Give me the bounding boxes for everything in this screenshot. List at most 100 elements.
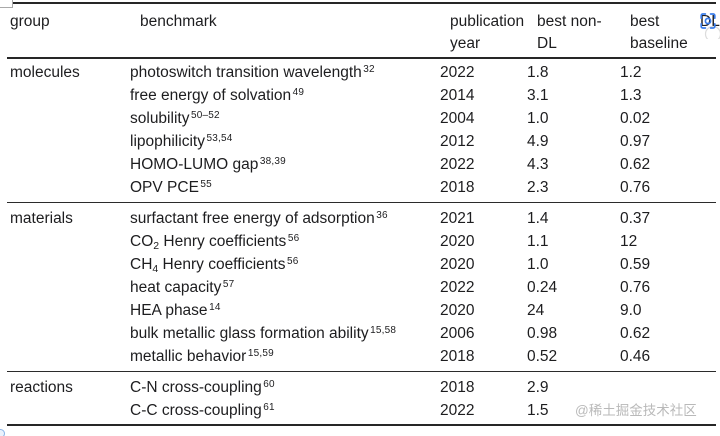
benchmark-name: photoswitch transition wavelength 32 <box>130 61 440 84</box>
benchmark-name: solubility 50–52 <box>130 107 440 130</box>
group-separator-rule <box>7 202 716 204</box>
benchmark-name: metallic behavior 15,59 <box>130 345 440 368</box>
table-row: CO2 Henry coefficients 56 2020 1.1 12 <box>0 230 720 253</box>
benchmark-text: Henry coefficients <box>159 232 287 250</box>
benchmark-text: HEA phase <box>130 301 208 319</box>
citation-refs: 57 <box>222 278 235 290</box>
group-label <box>0 345 130 368</box>
publication-year-value: 2018 <box>440 179 475 196</box>
benchmark-text: OPV PCE <box>130 179 199 196</box>
citation-refs: 38,39 <box>259 156 286 167</box>
ocr-text-scan-icon[interactable] <box>700 13 720 39</box>
benchmark-name: C-C cross-coupling 61 <box>130 399 440 422</box>
best-non-dl-value: 2.3 <box>527 179 549 196</box>
publication-year-value: 2006 <box>440 324 475 342</box>
benchmark-text: lipophilicity <box>130 133 205 150</box>
group-label <box>0 299 130 322</box>
table-row: materials surfactant free energy of adsor… <box>0 207 720 230</box>
best-baseline-value: 0.76 <box>620 278 651 296</box>
benchmark-text: C-N cross-coupling <box>130 378 262 396</box>
benchmark-name: OPV PCE 55 <box>130 176 440 199</box>
best-baseline-value: 12 <box>620 232 638 250</box>
benchmark-name: free energy of solvation 49 <box>130 84 440 107</box>
table-row: heat capacity 57 2022 0.24 0.76 <box>0 276 720 299</box>
group-label <box>0 230 130 253</box>
best-baseline-value: 0.46 <box>620 347 651 365</box>
publication-year-value: 2022 <box>440 278 475 296</box>
citation-refs: 55 <box>200 179 212 190</box>
benchmark-name: surfactant free energy of adsorption 36 <box>130 207 440 230</box>
group-reactions: reactions C-N cross-coupling 60 2018 2.9 C-C … <box>0 376 720 422</box>
publication-year-value: 2014 <box>440 87 475 104</box>
citation-refs: 56 <box>286 255 299 267</box>
publication-year-value: 2022 <box>440 156 475 173</box>
subscript: 4 <box>152 263 159 276</box>
publication-year-value: 2022 <box>440 64 475 81</box>
benchmark-text: bulk metallic glass formation ability <box>130 324 369 342</box>
best-non-dl-value: 4.3 <box>527 156 549 173</box>
best-baseline-value <box>620 376 720 399</box>
best-non-dl-value: 3.1 <box>527 87 549 104</box>
table-row: HOMO-LUMO gap 38,39 2022 4.3 0.62 <box>0 153 720 176</box>
publication-year-value: 2022 <box>440 401 475 419</box>
table-body: molecules photoswitch transition waveleng… <box>0 61 720 422</box>
group-label: molecules <box>10 64 80 81</box>
publication-year-value: 2020 <box>440 232 475 250</box>
group-materials: materials surfactant free energy of adsor… <box>0 207 720 368</box>
benchmark-name: CH4 Henry coefficients 56 <box>130 253 440 276</box>
table-row: reactions C-N cross-coupling 60 2018 2.9 <box>0 376 720 399</box>
benchmark-text: C-C cross-coupling <box>130 401 262 419</box>
column-header-benchmark: benchmark <box>140 13 217 30</box>
selection-handle-icon[interactable] <box>0 429 5 436</box>
subscript: 2 <box>153 240 160 253</box>
benchmark-text: Henry coefficients <box>158 255 286 273</box>
citation-refs: 56 <box>287 232 300 244</box>
benchmark-text: heat capacity <box>130 278 222 296</box>
benchmark-text: CH <box>130 255 153 273</box>
citation-refs: 60 <box>263 378 275 390</box>
group-label <box>0 153 130 176</box>
benchmark-text: free energy of solvation <box>130 87 292 104</box>
citation-refs: 53,54 <box>206 133 233 144</box>
table-row: free energy of solvation 49 2014 3.1 1.3 <box>0 84 720 107</box>
citation-refs: 61 <box>263 401 275 413</box>
table-row: solubility 50–52 2004 1.0 0.02 <box>0 107 720 130</box>
column-header-group: group <box>10 13 50 30</box>
publication-year-value: 2020 <box>440 255 475 273</box>
best-non-dl-value: 1.0 <box>527 110 549 127</box>
best-baseline-value: 1.3 <box>620 87 642 104</box>
group-label <box>0 399 130 422</box>
column-header-best-baseline: best baseline <box>630 13 688 52</box>
citation-refs: 36 <box>376 209 388 221</box>
table-bottom-rule <box>7 424 716 427</box>
group-label <box>0 130 130 153</box>
group-label <box>0 176 130 199</box>
table-row: molecules photoswitch transition waveleng… <box>0 61 720 84</box>
table-row: metallic behavior 15,59 2018 0.52 0.46 <box>0 345 720 368</box>
benchmark-name: CO2 Henry coefficients 56 <box>130 230 440 253</box>
benchmark-name: C-N cross-coupling 60 <box>130 376 440 399</box>
best-non-dl-value: 0.52 <box>527 347 558 365</box>
publication-year-value: 2018 <box>440 347 475 365</box>
citation-refs: 15,59 <box>247 347 274 359</box>
publication-year-value: 2018 <box>440 378 475 396</box>
benchmark-text: photoswitch transition wavelength <box>130 64 362 81</box>
best-non-dl-value: 4.9 <box>527 133 549 150</box>
group-label <box>0 84 130 107</box>
best-non-dl-value: 2.9 <box>527 378 549 396</box>
benchmark-text: surfactant free energy of adsorption <box>130 209 375 227</box>
table-row: CH4 Henry coefficients 56 2020 1.0 0.59 <box>0 253 720 276</box>
column-header-publication-year: publication year <box>450 13 525 52</box>
table-top-rule <box>7 2 716 5</box>
citation-refs: 32 <box>363 64 375 75</box>
benchmark-name: HEA phase 14 <box>130 299 440 322</box>
watermark: @稀土掘金技术社区 <box>575 403 697 418</box>
best-baseline-value: 1.2 <box>620 64 642 81</box>
best-non-dl-value: 1.1 <box>527 232 549 250</box>
column-header-best-non-dl: best non- DL <box>537 13 602 52</box>
benchmark-text: HOMO-LUMO gap <box>130 156 259 173</box>
best-baseline-value: 9.0 <box>620 301 642 319</box>
benchmark-text: metallic behavior <box>130 347 247 365</box>
header-rule <box>7 57 716 59</box>
